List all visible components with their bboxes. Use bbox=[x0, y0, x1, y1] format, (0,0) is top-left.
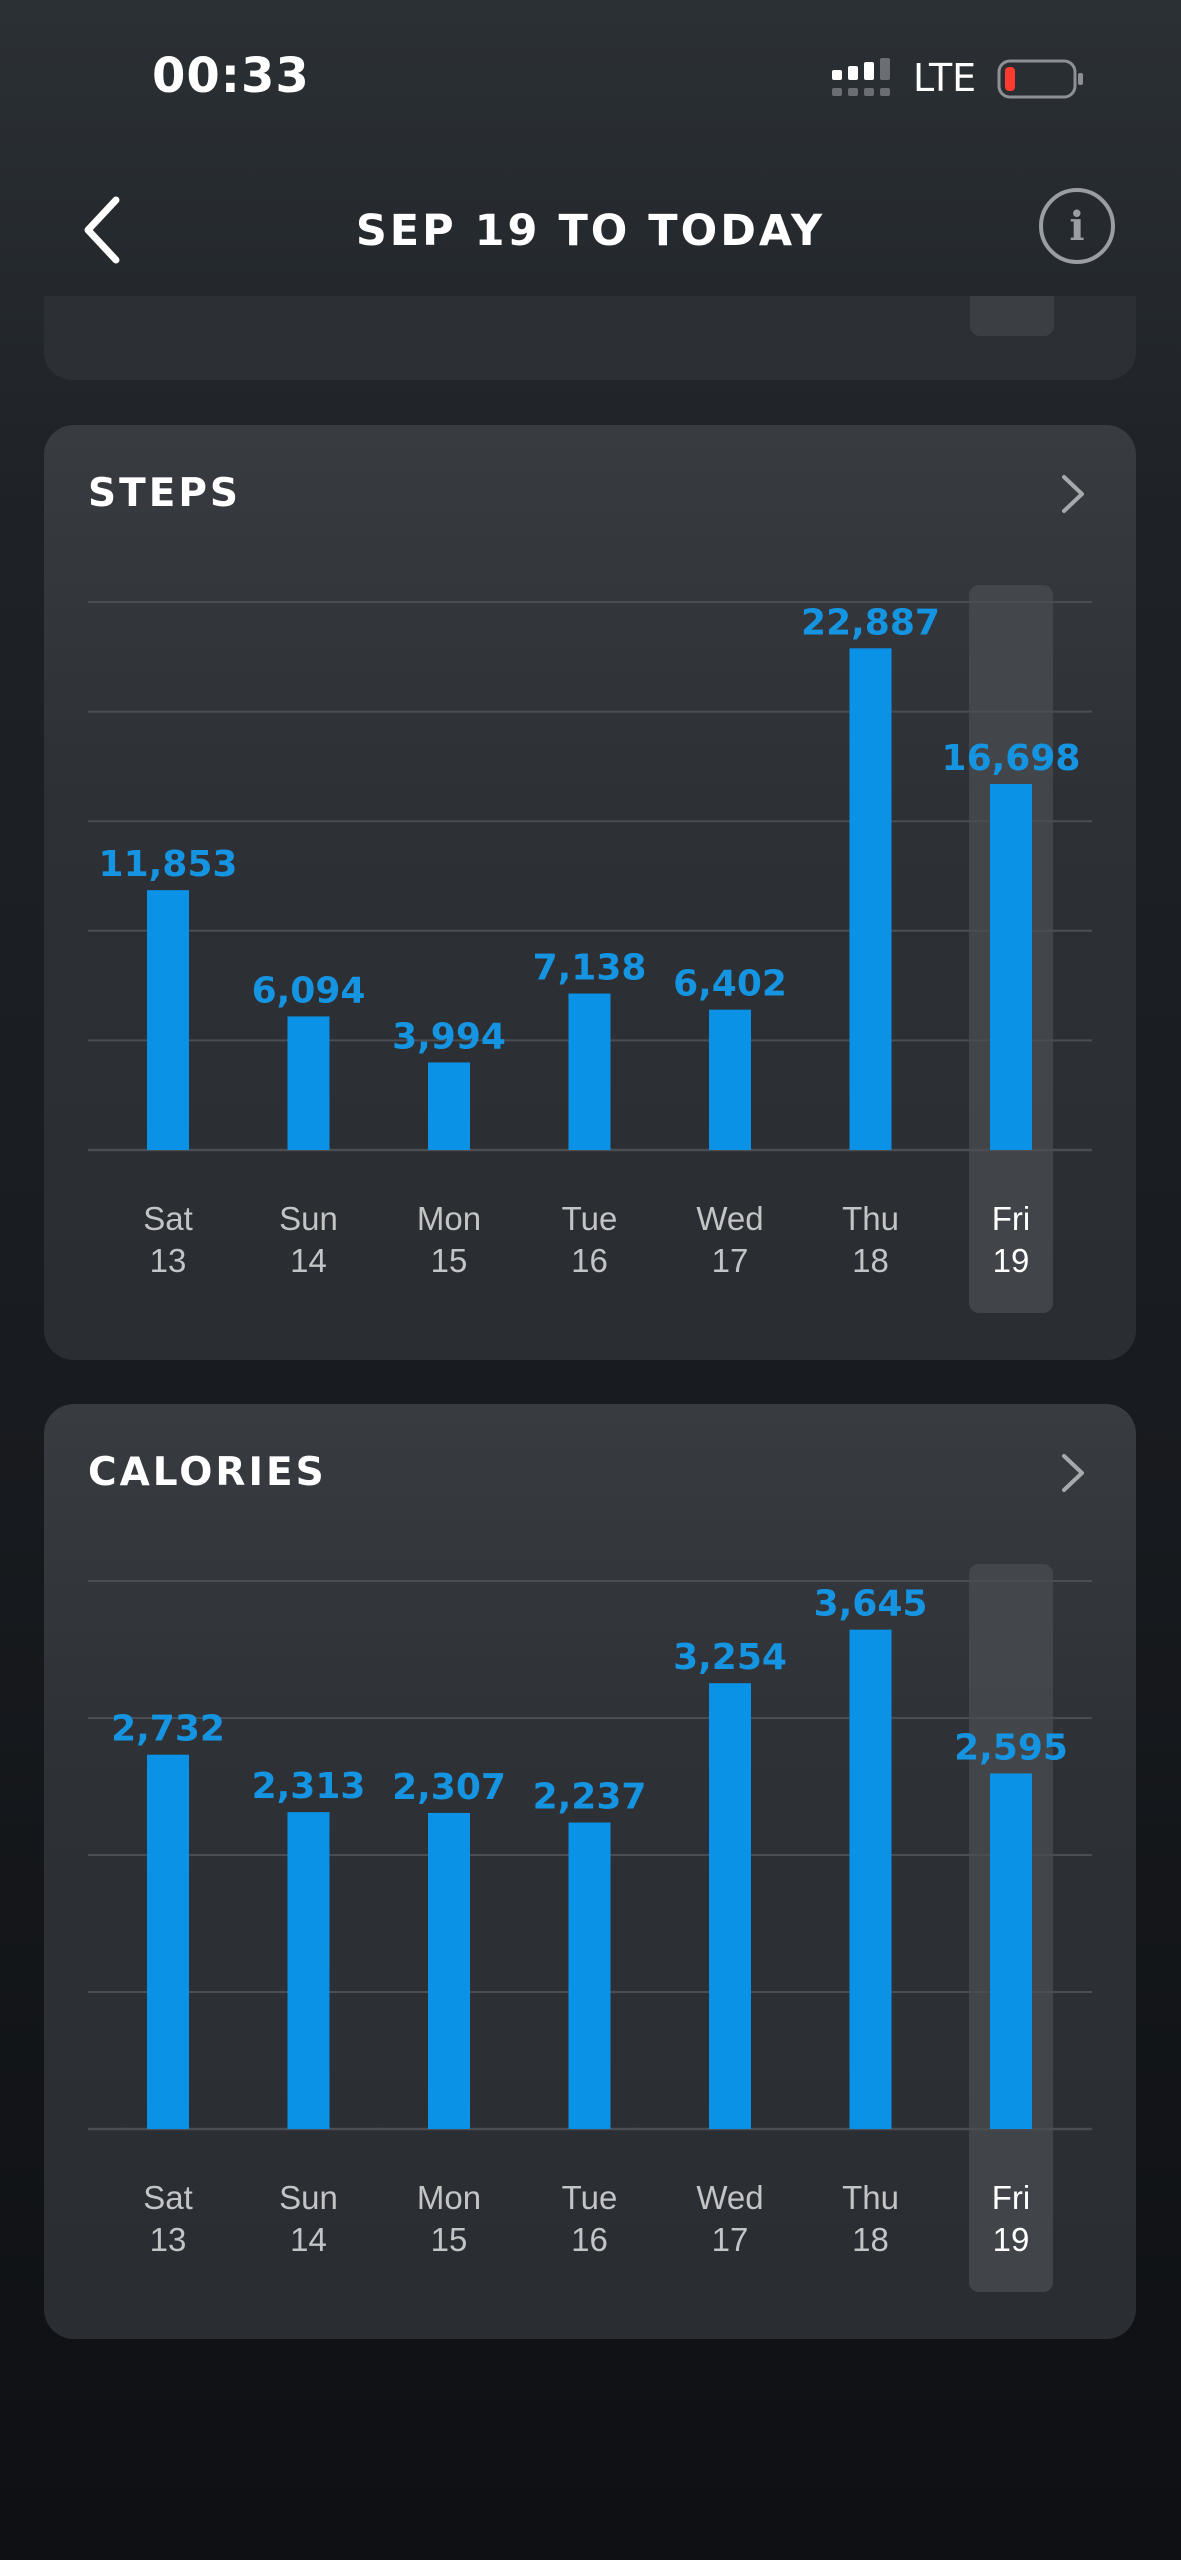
chart-day-label: Thu bbox=[842, 1200, 899, 1237]
chart-bar[interactable] bbox=[428, 1812, 470, 2129]
chart-value-label: 3,994 bbox=[392, 1016, 506, 1057]
chart-day-label: Sat bbox=[143, 2179, 193, 2216]
status-time: 00:33 bbox=[152, 48, 310, 104]
info-glyph: i bbox=[1069, 203, 1084, 250]
chart-date-label: 17 bbox=[712, 2221, 749, 2258]
chart-day-label: Wed bbox=[696, 2179, 763, 2216]
chart-value-label: 3,254 bbox=[673, 1637, 787, 1678]
chart-day-label: Mon bbox=[417, 2179, 481, 2216]
page-title: SEP 19 TO TODAY bbox=[355, 206, 826, 256]
chart-date-label: 18 bbox=[852, 2221, 889, 2258]
chart-value-label: 22,887 bbox=[801, 602, 940, 643]
chart-value-label: 7,138 bbox=[533, 948, 647, 989]
chart-bar[interactable] bbox=[147, 1754, 189, 2129]
chart-bar[interactable] bbox=[849, 648, 892, 1150]
chart-day-label: Tue bbox=[562, 2179, 618, 2216]
previous-card-highlight bbox=[970, 296, 1054, 336]
chart-value-label: 16,698 bbox=[942, 738, 1081, 779]
chart-day-label: Fri bbox=[992, 2179, 1030, 2216]
chart-value-label: 2,732 bbox=[111, 1709, 225, 1750]
chart-day-label: Wed bbox=[696, 1200, 763, 1237]
nav-bar: SEP 19 TO TODAY i bbox=[0, 150, 1181, 310]
chart-bar[interactable] bbox=[568, 993, 611, 1150]
info-button[interactable]: i bbox=[1037, 186, 1117, 266]
chart-date-label: 18 bbox=[852, 1242, 889, 1279]
chart-date-label: 13 bbox=[150, 2221, 187, 2258]
calories-card[interactable]: CALORIES 2,732 Sat 13 2,313 Sun 14 2,307 Mon 15 2… bbox=[44, 1404, 1136, 2339]
chart-date-label: 14 bbox=[290, 2221, 327, 2258]
chart-bar[interactable] bbox=[990, 1773, 1032, 2129]
chart-bar[interactable] bbox=[990, 783, 1032, 1150]
calories-card-title: CALORIES bbox=[88, 1450, 327, 1495]
chart-bar[interactable] bbox=[709, 1009, 751, 1150]
chart-day-label: Sun bbox=[279, 1200, 338, 1237]
chart-value-label: 2,307 bbox=[392, 1767, 506, 1808]
chart-day-label: Sun bbox=[279, 2179, 338, 2216]
chart-bar[interactable] bbox=[568, 1822, 611, 2129]
chart-value-label: 6,402 bbox=[673, 964, 787, 1005]
back-button[interactable] bbox=[70, 190, 140, 270]
steps-card-title: STEPS bbox=[88, 471, 242, 516]
chart-date-label: 13 bbox=[150, 1242, 187, 1279]
chart-date-label: 15 bbox=[431, 2221, 468, 2258]
chart-bar[interactable] bbox=[709, 1683, 751, 2129]
chart-date-label: 14 bbox=[290, 1242, 327, 1279]
battery-low-icon bbox=[997, 59, 1083, 99]
chart-day-label: Tue bbox=[562, 1200, 618, 1237]
steps-chart: 11,853 Sat 13 6,094 Sun 14 3,994 Mon 15 7,138 Tue 1… bbox=[88, 585, 1092, 1313]
chart-bar[interactable] bbox=[428, 1062, 470, 1150]
chart-date-label: 15 bbox=[431, 1242, 468, 1279]
chart-date-label: 16 bbox=[571, 2221, 608, 2258]
chart-value-label: 11,853 bbox=[99, 844, 238, 885]
chart-date-label: 17 bbox=[712, 1242, 749, 1279]
status-bar: 00:33 LTE bbox=[0, 0, 1181, 150]
info-icon: i bbox=[1039, 188, 1115, 264]
chevron-right-icon[interactable] bbox=[1052, 471, 1092, 517]
chart-value-label: 6,094 bbox=[252, 970, 366, 1011]
chart-value-label: 2,313 bbox=[252, 1766, 366, 1807]
chart-date-label: 19 bbox=[993, 1242, 1030, 1279]
steps-card[interactable]: STEPS 11,853 Sat 13 6,094 Sun 14 3,994 Mon 15 7,1… bbox=[44, 425, 1136, 1360]
chart-date-label: 16 bbox=[571, 1242, 608, 1279]
signal-bars-icon bbox=[832, 58, 890, 96]
chart-value-label: 2,237 bbox=[533, 1777, 647, 1818]
previous-card bbox=[44, 296, 1136, 380]
chart-day-label: Mon bbox=[417, 1200, 481, 1237]
chart-day-label: Fri bbox=[992, 1200, 1030, 1237]
chart-value-label: 2,595 bbox=[954, 1727, 1068, 1768]
chart-day-label: Thu bbox=[842, 2179, 899, 2216]
chart-day-label: Sat bbox=[143, 1200, 193, 1237]
chevron-right-icon[interactable] bbox=[1052, 1450, 1092, 1496]
calories-chart: 2,732 Sat 13 2,313 Sun 14 2,307 Mon 15 2,237 Tue 16… bbox=[88, 1564, 1092, 2292]
chart-value-label: 3,645 bbox=[814, 1584, 928, 1625]
chart-bar[interactable] bbox=[287, 1812, 330, 2129]
chevron-left-icon bbox=[84, 196, 120, 264]
chart-bar[interactable] bbox=[849, 1629, 892, 2129]
chart-bar[interactable] bbox=[147, 890, 189, 1150]
chart-bar[interactable] bbox=[287, 1016, 330, 1150]
network-type: LTE bbox=[913, 56, 977, 100]
chart-date-label: 19 bbox=[993, 2221, 1030, 2258]
